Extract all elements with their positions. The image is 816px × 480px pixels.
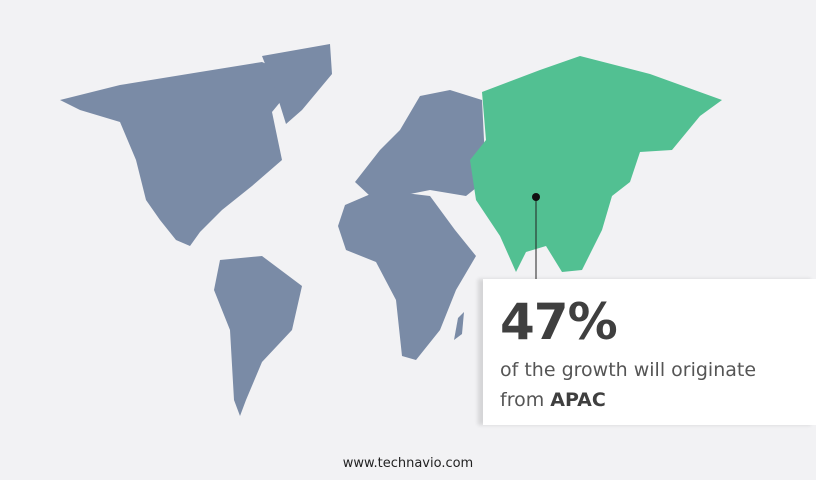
europe <box>355 90 486 196</box>
north-america <box>60 62 300 246</box>
africa <box>338 190 476 360</box>
stat-prefix: from <box>500 389 545 411</box>
stat-text: of the growth will originate <box>500 359 757 381</box>
madagascar <box>454 312 464 340</box>
marker-dot <box>532 193 540 201</box>
stat-description: of the growth will originate from APAC <box>500 355 756 415</box>
apac-region <box>470 56 722 272</box>
south-america <box>214 256 302 416</box>
footer-url: www.technavio.com <box>342 456 474 471</box>
greenland <box>262 44 332 124</box>
stat-region: APAC <box>550 389 606 411</box>
stat-card: 47% of the growth will originate from AP… <box>483 279 816 425</box>
stat-value: 47% <box>500 293 618 351</box>
